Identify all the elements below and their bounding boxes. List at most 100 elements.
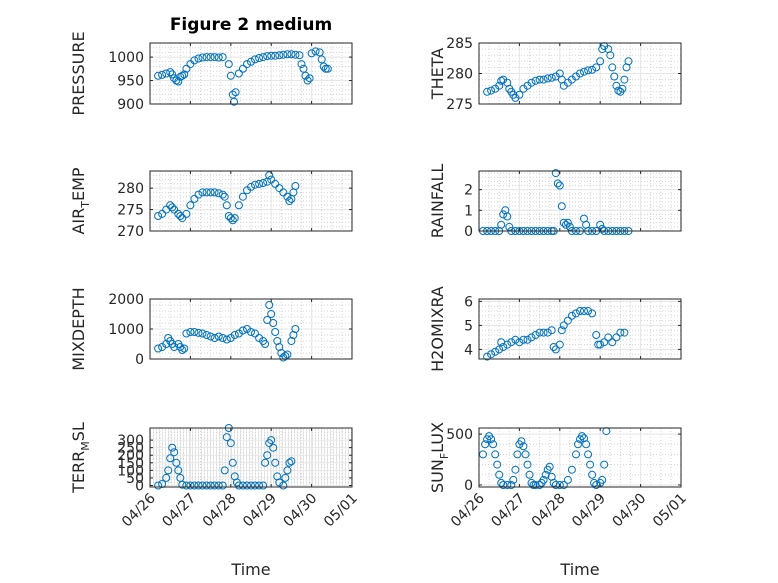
- data-point: [255, 481, 264, 490]
- x-tick-label: 04/29: [240, 491, 280, 531]
- data-point: [210, 481, 219, 490]
- data-point: [267, 51, 276, 60]
- y-tick-label: 280: [446, 67, 473, 83]
- y-axis-label: SUNFLUX: [428, 422, 451, 493]
- data-point: [563, 218, 572, 227]
- data-point: [168, 203, 177, 212]
- data-point: [618, 84, 627, 93]
- axes-box: [478, 427, 682, 488]
- data-point: [487, 435, 496, 444]
- data-point: [283, 466, 292, 475]
- data-point: [162, 69, 171, 78]
- data-point: [166, 454, 175, 463]
- data-point: [620, 75, 629, 84]
- data-point: [301, 71, 310, 80]
- x-tick-label: 04/29: [569, 491, 609, 531]
- data-point: [238, 192, 247, 201]
- y-tick-label: 300: [117, 433, 144, 449]
- data-point: [513, 450, 522, 459]
- tick-marks: [149, 171, 353, 232]
- data-point: [190, 328, 199, 336]
- data-point: [154, 344, 163, 353]
- data-point: [226, 439, 235, 448]
- data-point: [194, 190, 203, 199]
- data-point: [545, 462, 554, 471]
- data-point: [547, 73, 556, 82]
- data-point: [247, 57, 255, 66]
- data-point: [527, 333, 536, 342]
- data-point: [158, 70, 167, 79]
- data-point: [600, 338, 609, 347]
- data-point: [178, 214, 187, 223]
- data-point: [612, 333, 621, 342]
- y-tick-label: 250: [117, 441, 144, 457]
- data-point: [220, 466, 229, 475]
- y-tick-label: 6: [464, 294, 473, 310]
- data-point: [511, 465, 520, 474]
- data-point: [218, 334, 227, 342]
- data-point: [586, 460, 595, 469]
- tick-marks: [149, 428, 353, 487]
- data-point: [194, 328, 203, 337]
- y-axis-label: THETA: [428, 48, 447, 100]
- data-point: [234, 481, 243, 490]
- data-point: [206, 188, 215, 197]
- data-point: [620, 328, 629, 337]
- data-point: [198, 53, 207, 62]
- data-point: [499, 343, 508, 351]
- data-point: [168, 70, 177, 79]
- data-point: [563, 316, 572, 325]
- data-point: [624, 57, 633, 66]
- data-point: [521, 450, 530, 459]
- data-point: [206, 481, 215, 490]
- series-markers: [479, 427, 611, 489]
- data-point: [596, 57, 605, 66]
- y-axis-label: RAINFALL: [428, 164, 447, 239]
- data-point: [576, 307, 584, 315]
- data-point: [588, 309, 597, 318]
- data-point: [220, 192, 229, 201]
- minor-grid: [479, 171, 681, 231]
- data-point: [291, 50, 300, 59]
- x-axis-label: Time: [230, 560, 270, 579]
- data-point: [226, 71, 235, 80]
- x-axis-label: Time: [559, 560, 599, 579]
- data-point: [596, 340, 605, 349]
- data-point: [238, 64, 247, 73]
- data-point: [285, 197, 294, 205]
- data-point: [218, 53, 227, 62]
- subplot-5: 0 1000 2000 MIXDEPTH: [69, 287, 353, 371]
- data-point: [178, 480, 187, 489]
- data-point: [283, 192, 292, 201]
- y-axis-label: TERRMSL: [69, 422, 92, 494]
- data-point: [190, 56, 199, 65]
- data-point: [543, 74, 552, 83]
- y-tick-label: 0: [135, 478, 144, 494]
- data-point: [222, 201, 231, 210]
- series-markers: [154, 424, 296, 490]
- data-point: [222, 433, 231, 442]
- data-point: [547, 326, 556, 335]
- data-point: [539, 328, 548, 337]
- data-point: [555, 181, 564, 190]
- data-point: [206, 332, 215, 341]
- data-point: [234, 69, 243, 78]
- data-point: [267, 175, 276, 184]
- data-point: [174, 77, 183, 86]
- data-point: [491, 450, 500, 459]
- data-point: [567, 465, 576, 474]
- data-point: [481, 440, 490, 449]
- data-point: [170, 448, 179, 457]
- tick-marks: [478, 428, 682, 487]
- y-tick-label: 285: [446, 36, 473, 52]
- data-point: [243, 60, 251, 69]
- data-point: [487, 350, 496, 359]
- data-point: [531, 76, 540, 85]
- data-point: [238, 326, 247, 335]
- data-point: [608, 338, 617, 347]
- data-point: [269, 443, 278, 452]
- data-point: [271, 51, 280, 60]
- data-point: [555, 340, 564, 349]
- data-point: [218, 190, 227, 199]
- data-point: [261, 340, 270, 348]
